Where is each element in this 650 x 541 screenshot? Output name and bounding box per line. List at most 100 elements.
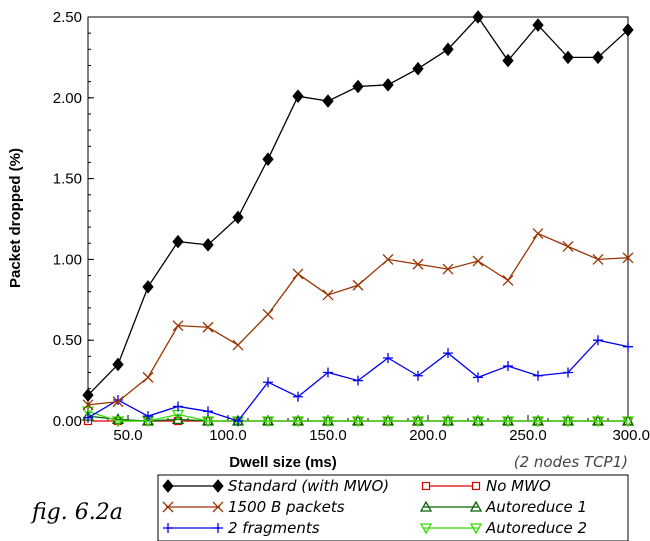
marker-diamond xyxy=(212,479,224,493)
legend-label: No MWO xyxy=(486,477,551,495)
marker-x xyxy=(322,289,334,301)
x-tick-label: 150.0 xyxy=(309,427,347,444)
marker-x xyxy=(112,396,124,408)
marker-triangle-down xyxy=(111,416,125,428)
y-tick-label: 0.50 xyxy=(53,332,82,349)
marker-triangle-down xyxy=(201,416,215,428)
legend-item: Autoreduce 1 xyxy=(419,498,587,516)
marker-triangle-down xyxy=(621,416,635,428)
marker-x xyxy=(172,320,184,332)
marker-x xyxy=(442,263,454,275)
y-tick-label: 1.00 xyxy=(53,251,82,268)
series-standard-with-mwo xyxy=(82,10,634,402)
series-2-fragments xyxy=(83,335,633,426)
legend: Standard (with MWO) No MWO 1500 B packets A… xyxy=(157,474,629,541)
marker-diamond xyxy=(292,89,304,103)
y-tick-label: 2.50 xyxy=(53,9,82,26)
marker-plus xyxy=(503,361,513,372)
legend-box xyxy=(157,474,629,541)
marker-x xyxy=(162,501,174,513)
marker-x xyxy=(532,228,544,240)
series-autoreduce-2 xyxy=(81,406,635,428)
marker-diamond xyxy=(412,61,424,76)
legend-label: 1500 B packets xyxy=(228,498,345,516)
marker-diamond xyxy=(472,10,484,24)
marker-triangle-down xyxy=(469,523,483,535)
marker-triangle-down xyxy=(501,416,515,428)
marker-x xyxy=(232,339,244,351)
marker-diamond xyxy=(262,152,274,166)
x-tick-label: 300.0 xyxy=(612,427,650,444)
marker-triangle-down xyxy=(411,416,425,428)
legend-label: Autoreduce 1 xyxy=(485,498,587,516)
marker-diamond xyxy=(622,23,634,37)
marker-diamond xyxy=(142,280,154,294)
legend-item: 1500 B packets xyxy=(162,498,345,516)
series-1500-b-packets xyxy=(82,228,634,411)
marker-x xyxy=(472,255,484,267)
marker-plus xyxy=(233,416,243,426)
figure-label: fig. 6.2a xyxy=(30,500,123,525)
marker-plus xyxy=(83,412,93,423)
marker-triangle-up xyxy=(469,500,483,512)
marker-plus xyxy=(413,370,423,381)
series-line xyxy=(87,15,629,396)
legend-label: Standard (with MWO) xyxy=(228,477,389,495)
y-axis-title: Packet dropped (%) xyxy=(7,148,24,288)
marker-plus xyxy=(563,367,573,378)
marker-x xyxy=(212,501,224,513)
marker-x xyxy=(562,241,574,252)
marker-triangle-down xyxy=(419,523,433,535)
marker-plus xyxy=(163,523,173,533)
plot-area xyxy=(87,16,629,422)
marker-plus xyxy=(443,348,453,359)
marker-triangle-down xyxy=(81,406,95,418)
marker-plus xyxy=(623,341,633,352)
marker-plus xyxy=(203,406,213,417)
y-tick-label: 0.00 xyxy=(53,413,82,430)
marker-x xyxy=(262,308,274,320)
marker-diamond xyxy=(172,234,184,249)
marker-plus xyxy=(113,394,123,405)
y-tick-label: 1.50 xyxy=(53,171,82,188)
marker-plus xyxy=(213,523,223,533)
series-layer xyxy=(81,10,635,428)
marker-diamond xyxy=(82,388,94,402)
marker-triangle-down xyxy=(591,416,605,428)
marker-diamond xyxy=(202,238,214,252)
x-axis-title: Dwell size (ms) xyxy=(229,454,337,471)
marker-square xyxy=(471,481,481,491)
marker-plus xyxy=(473,372,483,383)
marker-diamond xyxy=(562,50,574,65)
marker-plus xyxy=(383,352,393,363)
marker-diamond xyxy=(442,42,454,57)
marker-triangle-down xyxy=(471,416,485,428)
legend-item: 2 fragments xyxy=(163,519,320,537)
marker-triangle-down xyxy=(441,416,455,428)
legend-item: Standard (with MWO) xyxy=(162,477,389,495)
marker-diamond xyxy=(592,50,604,65)
marker-plus xyxy=(293,391,303,402)
marker-diamond xyxy=(502,53,514,68)
marker-plus xyxy=(263,377,273,388)
marker-triangle-down xyxy=(291,416,305,428)
marker-plus xyxy=(143,411,153,422)
legend-label: 2 fragments xyxy=(228,519,320,537)
x-tick-label: 50.0 xyxy=(113,427,142,444)
marker-triangle-down xyxy=(561,416,575,428)
marker-x xyxy=(382,253,394,265)
marker-diamond xyxy=(532,18,544,32)
plot-frame xyxy=(87,16,629,422)
marker-triangle-down xyxy=(531,416,545,428)
marker-diamond xyxy=(232,210,244,225)
marker-x xyxy=(142,371,154,383)
marker-x xyxy=(82,399,94,411)
legend-item: No MWO xyxy=(421,477,551,495)
marker-diamond xyxy=(322,94,334,108)
x-tick-label: 250.0 xyxy=(509,427,547,444)
marker-triangle-down xyxy=(351,416,365,428)
marker-diamond xyxy=(382,78,394,92)
marker-x xyxy=(352,279,364,291)
marker-triangle-down xyxy=(321,416,335,428)
marker-square xyxy=(421,481,431,491)
